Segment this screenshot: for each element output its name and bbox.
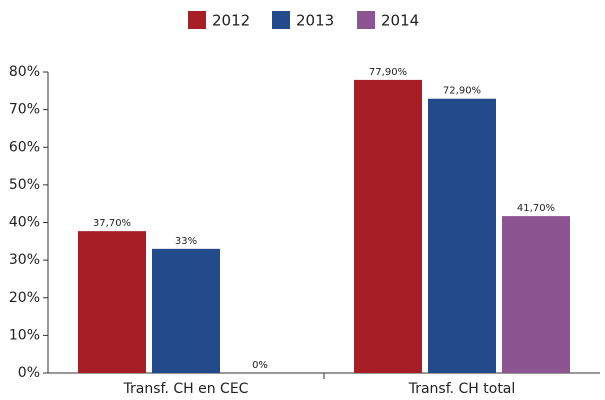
y-tick-label: 10% <box>9 327 40 343</box>
legend-label: 2013 <box>296 12 334 30</box>
value-label: 37,70% <box>93 218 131 229</box>
legend-label: 2012 <box>212 12 250 30</box>
y-tick-label: 40% <box>9 215 40 231</box>
value-label: 72,90% <box>443 86 481 97</box>
legend-swatch <box>357 11 375 29</box>
legend-label: 2014 <box>381 12 419 30</box>
value-label: 77,90% <box>369 67 407 78</box>
y-tick-label: 20% <box>9 290 40 306</box>
bar <box>152 248 220 373</box>
legend-swatch <box>272 11 290 29</box>
legend-swatch <box>188 11 206 29</box>
y-tick-label: 80% <box>9 64 40 80</box>
x-tick-label: Transf. CH en CEC <box>123 381 249 397</box>
value-label: 33% <box>175 236 197 247</box>
bar <box>428 98 496 374</box>
value-label: 41,70% <box>517 203 555 214</box>
y-tick-label: 70% <box>9 102 40 118</box>
bar <box>502 216 570 373</box>
y-tick-label: 0% <box>18 365 40 381</box>
x-tick-label: Transf. CH total <box>408 381 516 397</box>
y-tick-label: 30% <box>9 252 40 268</box>
y-tick-label: 50% <box>9 177 40 193</box>
value-label: 0% <box>252 360 268 371</box>
y-tick-label: 60% <box>9 139 40 155</box>
bar <box>78 231 146 373</box>
bar <box>354 79 422 374</box>
